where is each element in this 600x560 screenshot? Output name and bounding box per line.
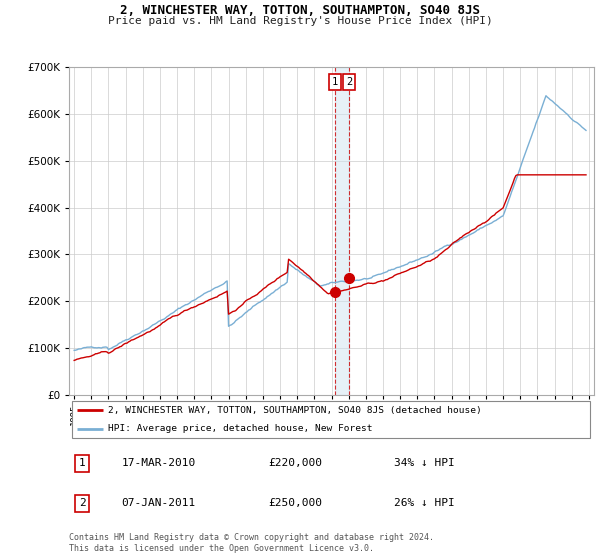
FancyBboxPatch shape [71,401,590,438]
Text: 2, WINCHESTER WAY, TOTTON, SOUTHAMPTON, SO40 8JS (detached house): 2, WINCHESTER WAY, TOTTON, SOUTHAMPTON, … [109,405,482,414]
Text: 26% ↓ HPI: 26% ↓ HPI [395,498,455,508]
Text: 2, WINCHESTER WAY, TOTTON, SOUTHAMPTON, SO40 8JS: 2, WINCHESTER WAY, TOTTON, SOUTHAMPTON, … [120,4,480,17]
Text: 07-JAN-2011: 07-JAN-2011 [121,498,196,508]
Text: 2: 2 [346,77,352,87]
Text: £250,000: £250,000 [269,498,323,508]
Bar [335,67,349,395]
Text: £220,000: £220,000 [269,459,323,468]
Text: 2: 2 [79,498,86,508]
Text: 1: 1 [79,459,86,468]
Text: Price paid vs. HM Land Registry's House Price Index (HPI): Price paid vs. HM Land Registry's House … [107,16,493,26]
Text: Contains HM Land Registry data © Crown copyright and database right 2024.
This d: Contains HM Land Registry data © Crown c… [69,533,434,553]
Text: 17-MAR-2010: 17-MAR-2010 [121,459,196,468]
Text: 1: 1 [332,77,338,87]
Text: HPI: Average price, detached house, New Forest: HPI: Average price, detached house, New … [109,424,373,433]
Text: 34% ↓ HPI: 34% ↓ HPI [395,459,455,468]
